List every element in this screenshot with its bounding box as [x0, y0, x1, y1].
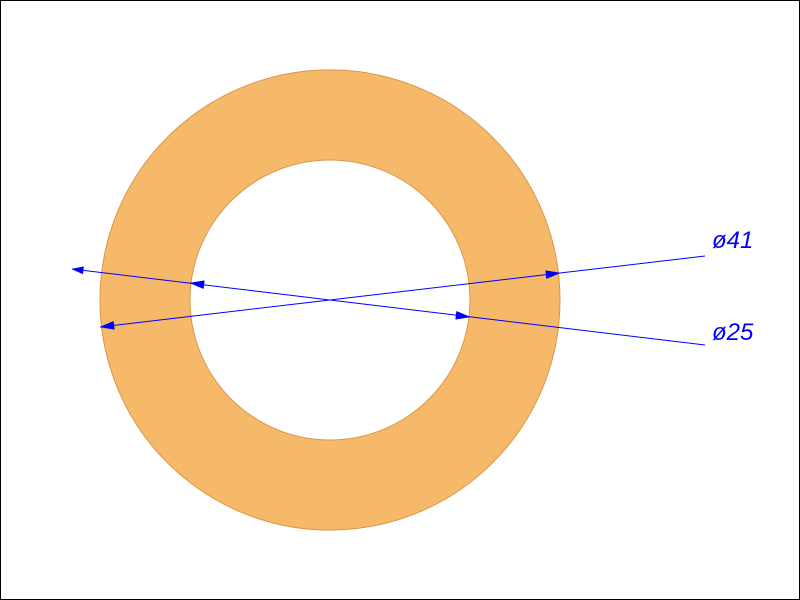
- arrowhead: [190, 281, 204, 289]
- outer-diameter-label: ø41: [712, 227, 753, 254]
- arrowhead: [72, 267, 84, 274]
- diagram-canvas: ø41 ø25: [0, 0, 800, 600]
- outer-diameter-leader: [560, 256, 705, 273]
- arrowhead: [456, 311, 470, 319]
- inner-diameter-label: ø25: [712, 319, 754, 346]
